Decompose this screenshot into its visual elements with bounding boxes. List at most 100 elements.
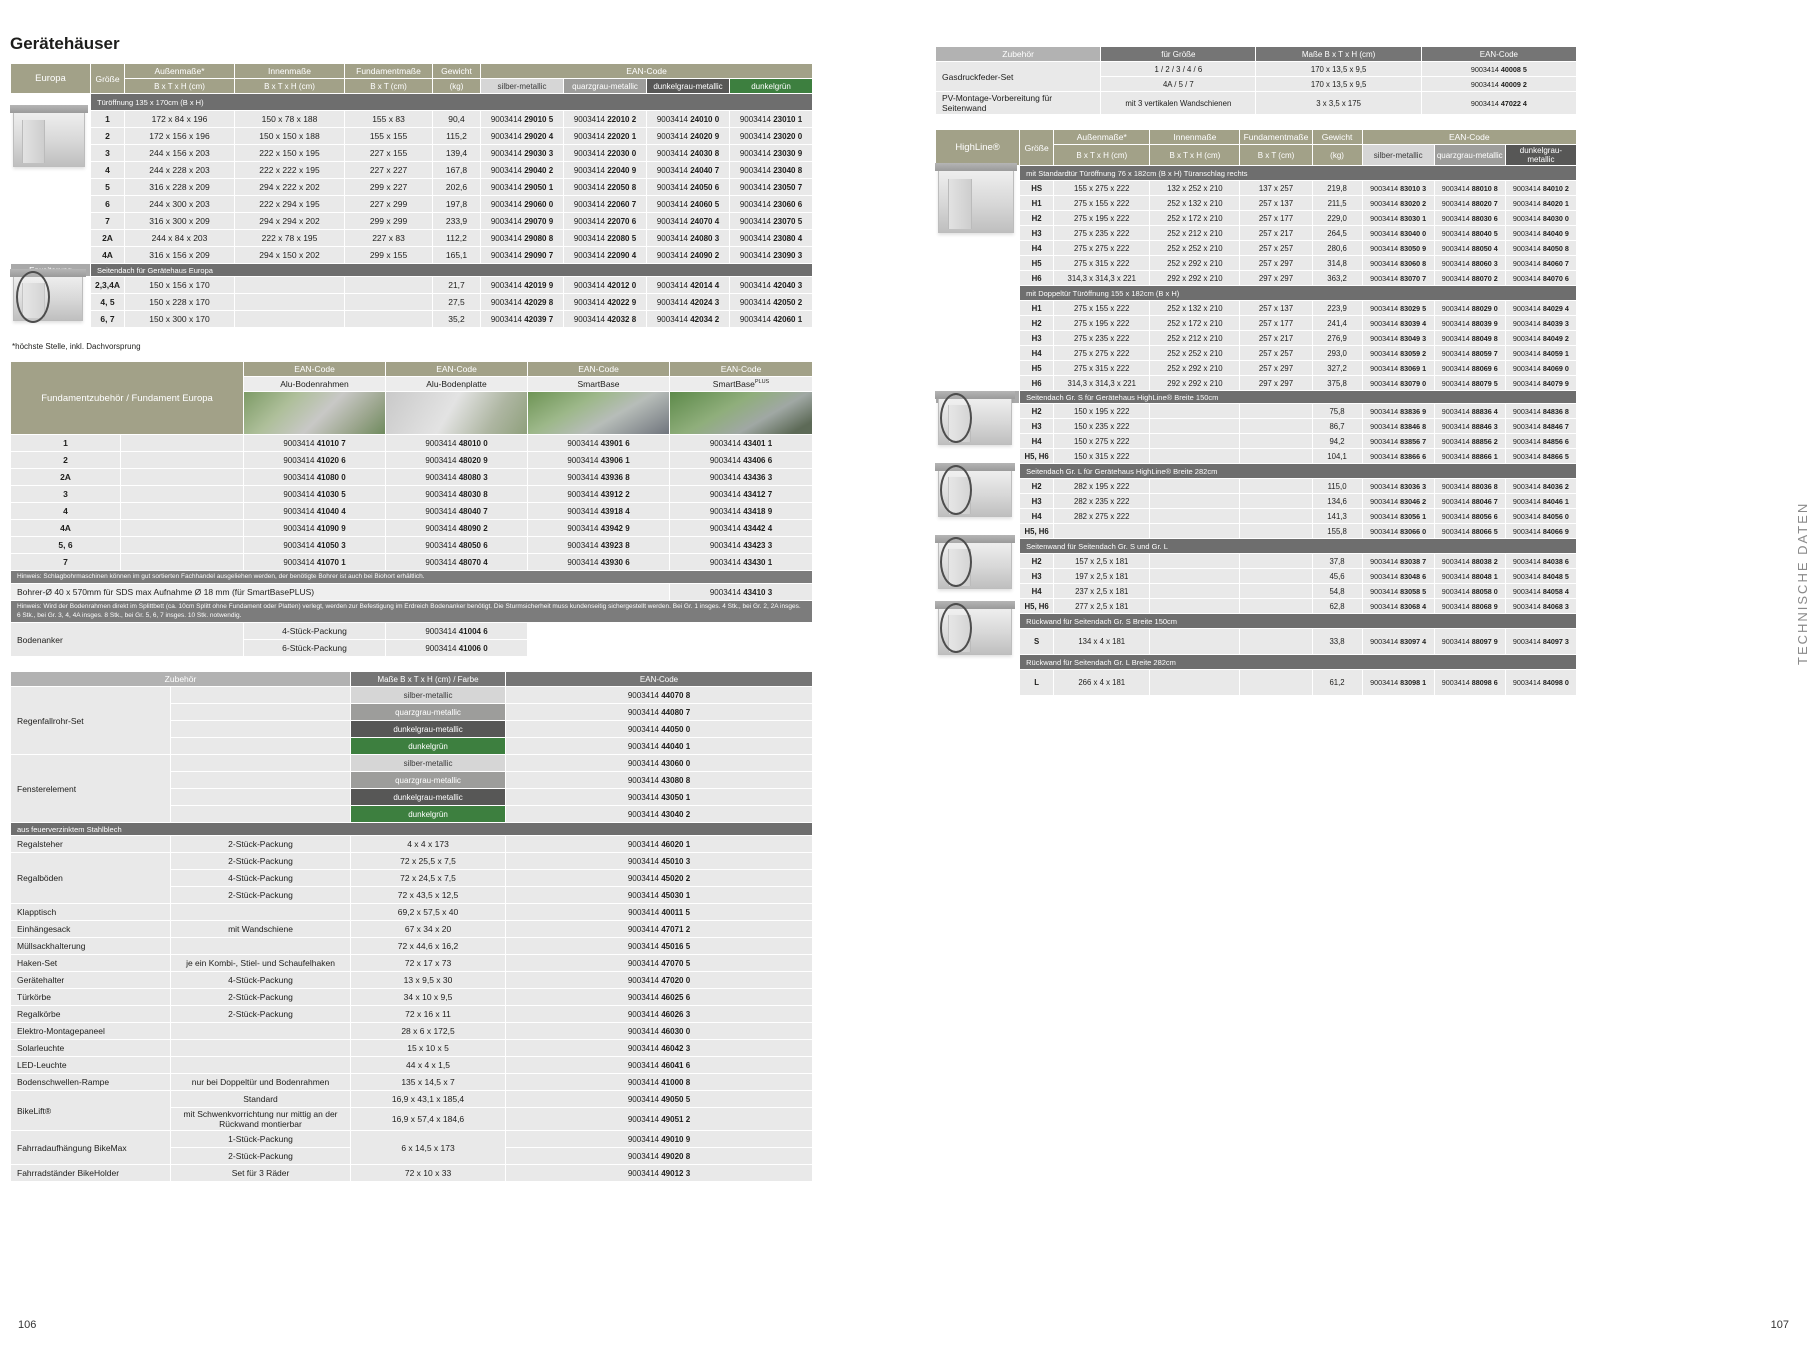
cell: 2A (90, 229, 125, 247)
section-header: mit Doppeltür Türöffnung 155 x 182cm (B … (1019, 285, 1577, 301)
cell: H2 (1019, 210, 1055, 226)
cell: 155 x 83 (344, 110, 433, 128)
highline-row: L 266 x 4 x 181 61,2 9003414 83098 1 9003414… (934, 669, 1578, 696)
cell: 9003414 48030 8 (385, 485, 529, 503)
cell: H6 (1019, 270, 1055, 286)
cell (344, 276, 433, 294)
cell: 172 x 84 x 196 (124, 110, 235, 128)
cell: 9003414 22030 0 (563, 144, 647, 162)
europa-table: Europa Größe Außenmaße* Innenmaße Fundam… (10, 63, 814, 328)
cell: 9003414 23040 8 (728, 161, 814, 179)
cell: 9003414 41030 5 (243, 485, 387, 503)
cell: 9003414 88846 3 (1433, 418, 1506, 434)
cell: 72 x 17 x 73 (350, 954, 507, 973)
europa-row: 5 316 x 228 x 209 294 x 222 x 202 299 x 227… (10, 178, 814, 196)
color-header-dunkelgruen: dunkelgrün (728, 78, 814, 94)
cell: 9003414 44070 8 (505, 686, 814, 705)
cell: H2 (1019, 553, 1055, 569)
cell: dunkelgrau-metallic (350, 788, 507, 807)
cell: 9003414 83846 8 (1361, 418, 1435, 434)
cell: 9003414 42060 1 (728, 310, 814, 328)
cell: 9003414 43923 8 (527, 536, 671, 554)
cell: 2-Stück-Packung (169, 852, 352, 871)
cell: 137 x 257 (1239, 180, 1313, 196)
cell: 257 x 217 (1239, 225, 1313, 241)
cell: 275 x 235 x 222 (1053, 330, 1151, 346)
cell: 9003414 22050 8 (563, 178, 647, 196)
fundament-row: 6-Stück-Packung 9003414 41006 0 (11, 639, 814, 658)
product-photo-row (11, 391, 814, 435)
highline-row: H5, H6 277 x 2,5 x 181 62,8 9003414 83068 4… (934, 598, 1578, 614)
page-number-right: 107 (1770, 1319, 1789, 1331)
cell: 9003414 88049 8 (1433, 330, 1506, 346)
cell: mit Wandschiene (169, 920, 352, 939)
fundament-row: 1 9003414 41010 7 9003414 48010 0 9003414 4… (10, 434, 814, 452)
zubehoer-row: Haken-Set je ein Kombi-, Stiel- und Schau… (10, 954, 814, 973)
cell: 9003414 84030 0 (1504, 210, 1578, 226)
fundament-row: Hinweis: Wird der Bodenrahmen direkt im … (9, 600, 814, 624)
fundament-row: 3 9003414 41030 5 9003414 48030 8 9003414 4… (10, 485, 814, 503)
cell: H3 (1019, 330, 1055, 346)
highline-row: H1 275 x 155 x 222 252 x 132 x 210 257 x 13… (934, 195, 1578, 211)
cell: Set für 3 Räder (169, 1164, 352, 1183)
cell: 9003414 83036 3 (1361, 478, 1435, 494)
cell: 9003414 45020 2 (505, 869, 814, 888)
cell: 9003414 29040 2 (480, 161, 564, 179)
cell: 4A (10, 519, 121, 537)
cell: 9003414 83069 1 (1361, 360, 1435, 376)
section-header: Hinweis: Wird der Bodenrahmen direkt im … (9, 600, 814, 624)
cell: 9003414 84039 3 (1504, 315, 1578, 331)
cell: 9003414 22010 2 (563, 110, 647, 128)
cell: 9003414 83066 0 (1361, 523, 1435, 539)
color-header-silber: silber-metallic (1361, 144, 1435, 166)
section-header: mit Standardtür Türöffnung 76 x 182cm (B… (1019, 165, 1577, 181)
cell: 9003414 43906 1 (527, 451, 671, 469)
cell: 9003414 83098 1 (1361, 669, 1435, 696)
cell: Gerätehalter (10, 971, 171, 990)
cell: 244 x 84 x 203 (124, 229, 235, 247)
cell: 9003414 88010 8 (1433, 180, 1506, 196)
cell: 16,9 x 57,4 x 184,6 (350, 1107, 507, 1132)
cell: 104,1 (1311, 448, 1363, 464)
cell: 9003414 40011 5 (505, 903, 814, 922)
col-header-ean: EAN-Code (1420, 46, 1578, 62)
cell: 21,7 (432, 276, 481, 294)
cell: H5, H6 (1019, 598, 1055, 614)
cell: 2A (10, 468, 121, 486)
cell: 257 x 177 (1239, 210, 1313, 226)
cell: 9003414 41010 7 (243, 434, 387, 452)
cell: 9003414 46041 6 (505, 1056, 814, 1075)
cell (119, 468, 245, 486)
cell: 6 (90, 195, 125, 213)
cell (1239, 553, 1313, 569)
highline-row: H6 314,3 x 314,3 x 221 292 x 292 x 210 297 … (934, 375, 1578, 391)
cell: 9003414 44040 1 (505, 737, 814, 756)
cell (1239, 523, 1313, 539)
section-header: Türöffnung 135 x 170cm (B x H) (89, 93, 814, 111)
cell: 299 x 227 (344, 178, 433, 196)
cell (169, 805, 352, 824)
cell: 4, 5 (90, 293, 125, 311)
cell: dunkelgrün (350, 737, 507, 756)
cell: H3 (1019, 418, 1055, 434)
cell: 244 x 300 x 203 (124, 195, 235, 213)
cell (169, 686, 352, 705)
cell: 9003414 43936 8 (527, 468, 671, 486)
cell (10, 195, 91, 213)
cell: 9003414 83068 4 (1361, 598, 1435, 614)
cell: 316 x 228 x 209 (124, 178, 235, 196)
color-header-silber: silber-metallic (480, 78, 564, 94)
cell: 277 x 2,5 x 181 (1053, 598, 1151, 614)
col-header-ean: EAN-Code (669, 361, 814, 377)
cell: 4 (10, 502, 121, 520)
cell: 44 x 4 x 1,5 (350, 1056, 507, 1075)
cell: 9003414 42050 2 (728, 293, 814, 311)
cell: 9003414 88097 9 (1433, 628, 1506, 655)
cell: 222 x 222 x 195 (234, 161, 345, 179)
cell: 9003414 84010 2 (1504, 180, 1578, 196)
cell (1239, 669, 1313, 696)
cell: 9003414 84056 0 (1504, 508, 1578, 524)
cell: 275 x 275 x 222 (1053, 240, 1151, 256)
cell: 9003414 84079 9 (1504, 375, 1578, 391)
cell: 375,8 (1311, 375, 1363, 391)
